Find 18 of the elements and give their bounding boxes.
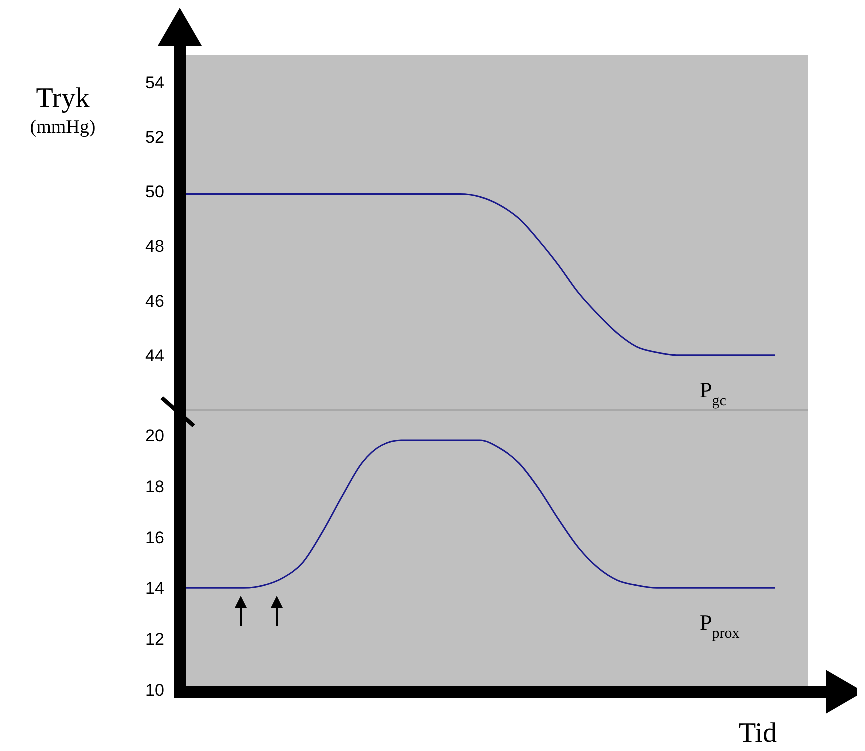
y-tick-label: 10 [146,681,164,700]
y-tick-label: 48 [146,237,164,256]
line-series [184,194,776,356]
y-tick-label: 20 [146,426,164,446]
line-series [184,440,776,589]
series-label: P$_{gc}$ [700,377,727,410]
y-tick-label: 18 [146,477,164,496]
y-tick-label: 52 [146,128,164,147]
x-axis-title: Tid [739,718,777,749]
y-tick-label: 54 [146,73,164,92]
y-tick-label: 14 [146,579,164,598]
y-tick-label: 46 [146,292,164,311]
y-tick-label: 12 [146,630,164,650]
y-tick-label: 44 [146,346,164,366]
series-label: P$_{prox}$ [700,610,740,642]
y-axis-title: Tryk (mmHg) [30,83,96,138]
y-tick-label: 16 [146,528,164,548]
y-tick-label: 50 [146,182,164,202]
